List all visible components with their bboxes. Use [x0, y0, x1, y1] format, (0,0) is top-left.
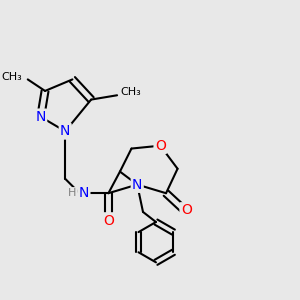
Text: O: O: [155, 139, 166, 153]
Text: O: O: [181, 203, 192, 218]
Text: O: O: [103, 214, 114, 228]
Text: N: N: [132, 178, 142, 192]
Text: H: H: [68, 188, 76, 198]
Text: N: N: [35, 110, 46, 124]
Text: N: N: [60, 124, 70, 138]
Text: CH₃: CH₃: [1, 71, 22, 82]
Text: CH₃: CH₃: [120, 87, 141, 98]
Text: N: N: [79, 186, 89, 200]
